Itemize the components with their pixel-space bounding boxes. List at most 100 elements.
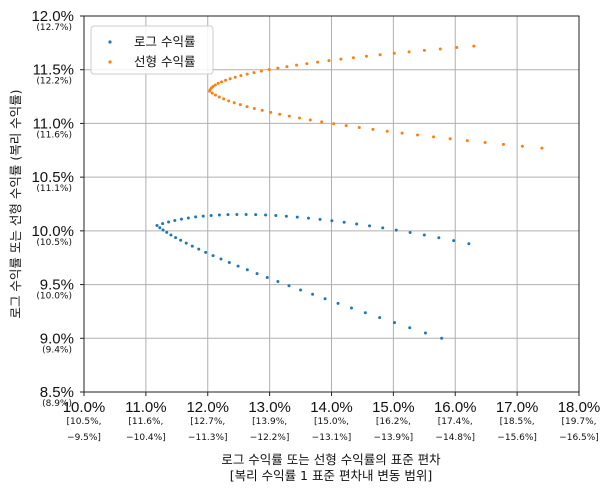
x-tick-sublabel: [16.2%, (376, 417, 411, 427)
linear-return-point (472, 44, 476, 48)
linear-return-point (351, 56, 355, 60)
y-tick-sublabel: (11.6%) (36, 130, 72, 140)
log-return-point (274, 214, 278, 218)
x-tick-label: 18.0% (558, 399, 601, 416)
linear-return-point (216, 81, 220, 85)
linear-return-point (276, 66, 280, 70)
x-axis: 10.0%[10.5%, −9.5%] 11.0%[11.6%, −10.4%] 12.… (63, 392, 601, 443)
linear-return-point (211, 84, 215, 88)
linear-return-point (357, 126, 361, 130)
log-return-point (161, 228, 165, 232)
log-return-point (408, 231, 412, 234)
y-tick-sublabel: (10.5%) (36, 238, 72, 248)
x-tick-sublabel: −12.2%] (250, 433, 290, 443)
log-return-point (284, 214, 288, 218)
linear-return-point (217, 95, 221, 99)
linear-return-point (316, 60, 320, 64)
x-tick-sublabel: [17.4%, (438, 417, 473, 427)
log-return-point (235, 212, 239, 216)
log-return-point (179, 217, 183, 221)
log-return-point (368, 224, 372, 228)
x-tick-label: 14.0% (310, 399, 353, 416)
linear-return-point (540, 146, 544, 150)
legend-box (90, 25, 214, 75)
log-return-point (318, 217, 322, 221)
log-return-point (323, 297, 327, 301)
linear-return-point (483, 141, 487, 145)
x-tick-sublabel: −11.3%] (188, 433, 228, 443)
x-tick-label: 10.0% (63, 399, 106, 416)
log-return-point (363, 311, 367, 315)
y-tick-label: 11.0% (33, 115, 74, 132)
log-return-point (452, 239, 456, 243)
x-tick-sublabel: −16.5%] (559, 433, 599, 443)
y-axis-label: 로그 수익률 또는 선형 수익률 (복리 수익률) (8, 89, 23, 318)
y-tick-label: 9.0% (40, 330, 74, 347)
y-tick-sublabel: (9.4%) (42, 345, 72, 355)
log-return-point (174, 236, 178, 240)
x-tick-label: 15.0% (372, 399, 415, 416)
linear-return-point (416, 133, 420, 137)
linear-return-point (267, 68, 271, 72)
log-return-point (209, 213, 213, 217)
log-return-point (349, 306, 353, 310)
linear-return-point (298, 116, 302, 120)
x-tick-sublabel: [18.5%, (500, 417, 535, 427)
x-tick-sublabel: −14.8%] (435, 433, 475, 443)
linear-return-point (260, 108, 264, 112)
log-return-point (211, 254, 215, 258)
linear-return-point (232, 101, 236, 105)
log-return-point (394, 228, 398, 232)
x-tick-sublabel: [11.6%, (128, 417, 163, 427)
log-return-point (440, 336, 444, 340)
linear-return-point (392, 51, 396, 55)
linear-return-point (455, 46, 459, 50)
y-tick-sublabel: (8.9%) (42, 399, 72, 409)
log-return-point (190, 244, 194, 248)
linear-return-point (222, 97, 226, 101)
linear-return-point (364, 54, 368, 58)
linear-return-point (213, 83, 217, 87)
log-return-point (264, 213, 268, 217)
x-tick-sublabel: −15.6%] (497, 433, 537, 443)
linear-return-point (213, 93, 217, 97)
linear-return-point (378, 53, 382, 57)
x-tick-label: 16.0% (434, 399, 477, 416)
linear-return-point (220, 80, 224, 84)
log-return-point (219, 257, 223, 261)
log-return-point (330, 219, 334, 223)
linear-return-point (295, 63, 299, 67)
log-return-point (467, 242, 471, 246)
linear-return-point (224, 78, 228, 82)
x-tick-sublabel: −13.9%] (374, 433, 414, 443)
log-return-point (422, 233, 426, 237)
linear-return-point (210, 91, 214, 95)
log-return-point (336, 301, 340, 305)
linear-return-point (227, 99, 231, 103)
linear-return-point (448, 137, 452, 141)
log-return-point (161, 222, 165, 226)
log-return-point (299, 288, 303, 292)
log-return-point (184, 241, 188, 245)
linear-return-point (245, 105, 249, 109)
legend-marker-log (108, 40, 112, 44)
log-return-point (186, 216, 190, 220)
x-axis-label: 로그 수익률 또는 선형 수익률의 표준 편차 (221, 452, 441, 467)
legend: 로그 수익률 선형 수익률 (90, 25, 214, 75)
y-tick-sublabel: (12.7%) (36, 23, 72, 33)
log-return-point (217, 213, 221, 217)
y-tick-label: 9.5% (40, 277, 74, 294)
log-return-point (265, 276, 269, 280)
log-return-point (226, 213, 230, 217)
x-tick-sublabel: [12.7%, (190, 417, 225, 427)
linear-return-point (465, 139, 469, 143)
y-tick-label: 10.0% (31, 223, 74, 240)
log-return-point (355, 222, 359, 226)
linear-return-point (407, 50, 411, 54)
log-return-point (408, 326, 412, 330)
log-return-point (227, 260, 231, 264)
log-return-point (392, 321, 396, 325)
log-return-point (197, 247, 201, 251)
linear-return-point (252, 71, 256, 75)
y-tick-sublabel: (12.2%) (36, 77, 72, 87)
